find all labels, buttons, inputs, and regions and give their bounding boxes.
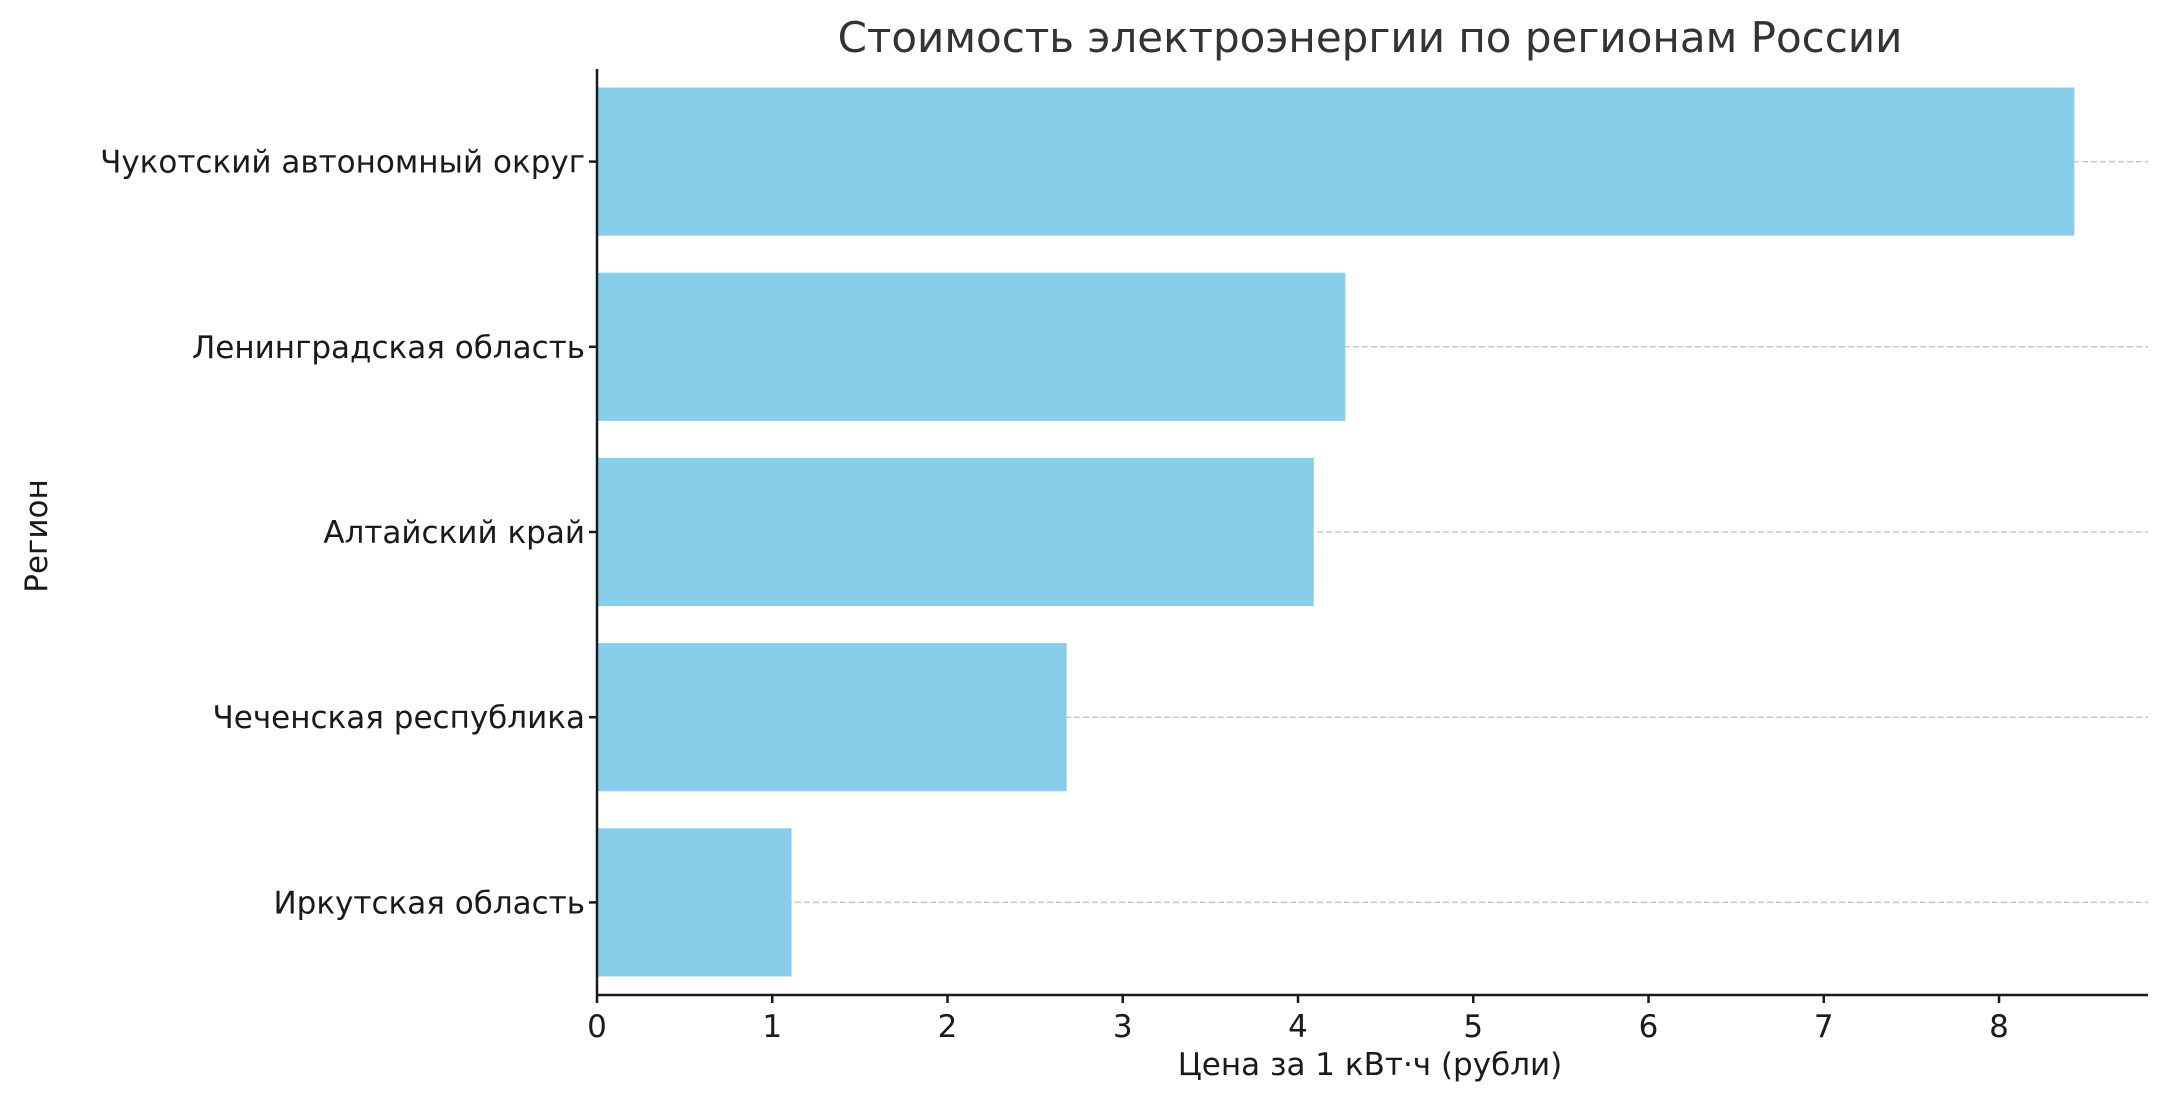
bar — [597, 457, 1314, 607]
bar — [597, 828, 792, 977]
bar — [597, 272, 1346, 421]
x-axis-ticks: 0 1 2 3 4 5 6 7 8 — [587, 995, 2009, 1045]
chart-title: Стоимость электроэнергии по регионам Рос… — [838, 13, 1903, 62]
x-tick-label: 8 — [1989, 1009, 2009, 1045]
y-tick-label: Чукотский автономный округ — [100, 145, 585, 181]
y-axis-label: Регион — [19, 479, 55, 592]
x-tick-label: 2 — [938, 1009, 958, 1045]
y-tick-label: Ленинградская область — [192, 330, 585, 366]
x-tick-label: 3 — [1113, 1009, 1133, 1045]
bars — [597, 87, 2075, 977]
x-tick-label: 7 — [1814, 1009, 1834, 1045]
y-tick-label: Чеченская республика — [213, 700, 585, 736]
y-axis-ticks: Чукотский автономный округ Ленинградская … — [100, 145, 597, 921]
y-tick-label: Алтайский край — [323, 515, 585, 551]
x-tick-label: 5 — [1463, 1009, 1483, 1045]
x-axis-label: Цена за 1 кВт·ч (рубли) — [1178, 1047, 1563, 1083]
x-tick-label: 1 — [762, 1009, 782, 1045]
x-tick-label: 0 — [587, 1009, 607, 1045]
bar — [597, 87, 2075, 236]
y-tick-label: Иркутская область — [273, 885, 585, 921]
x-tick-label: 4 — [1288, 1009, 1308, 1045]
x-tick-label: 6 — [1639, 1009, 1659, 1045]
bar — [597, 643, 1067, 792]
